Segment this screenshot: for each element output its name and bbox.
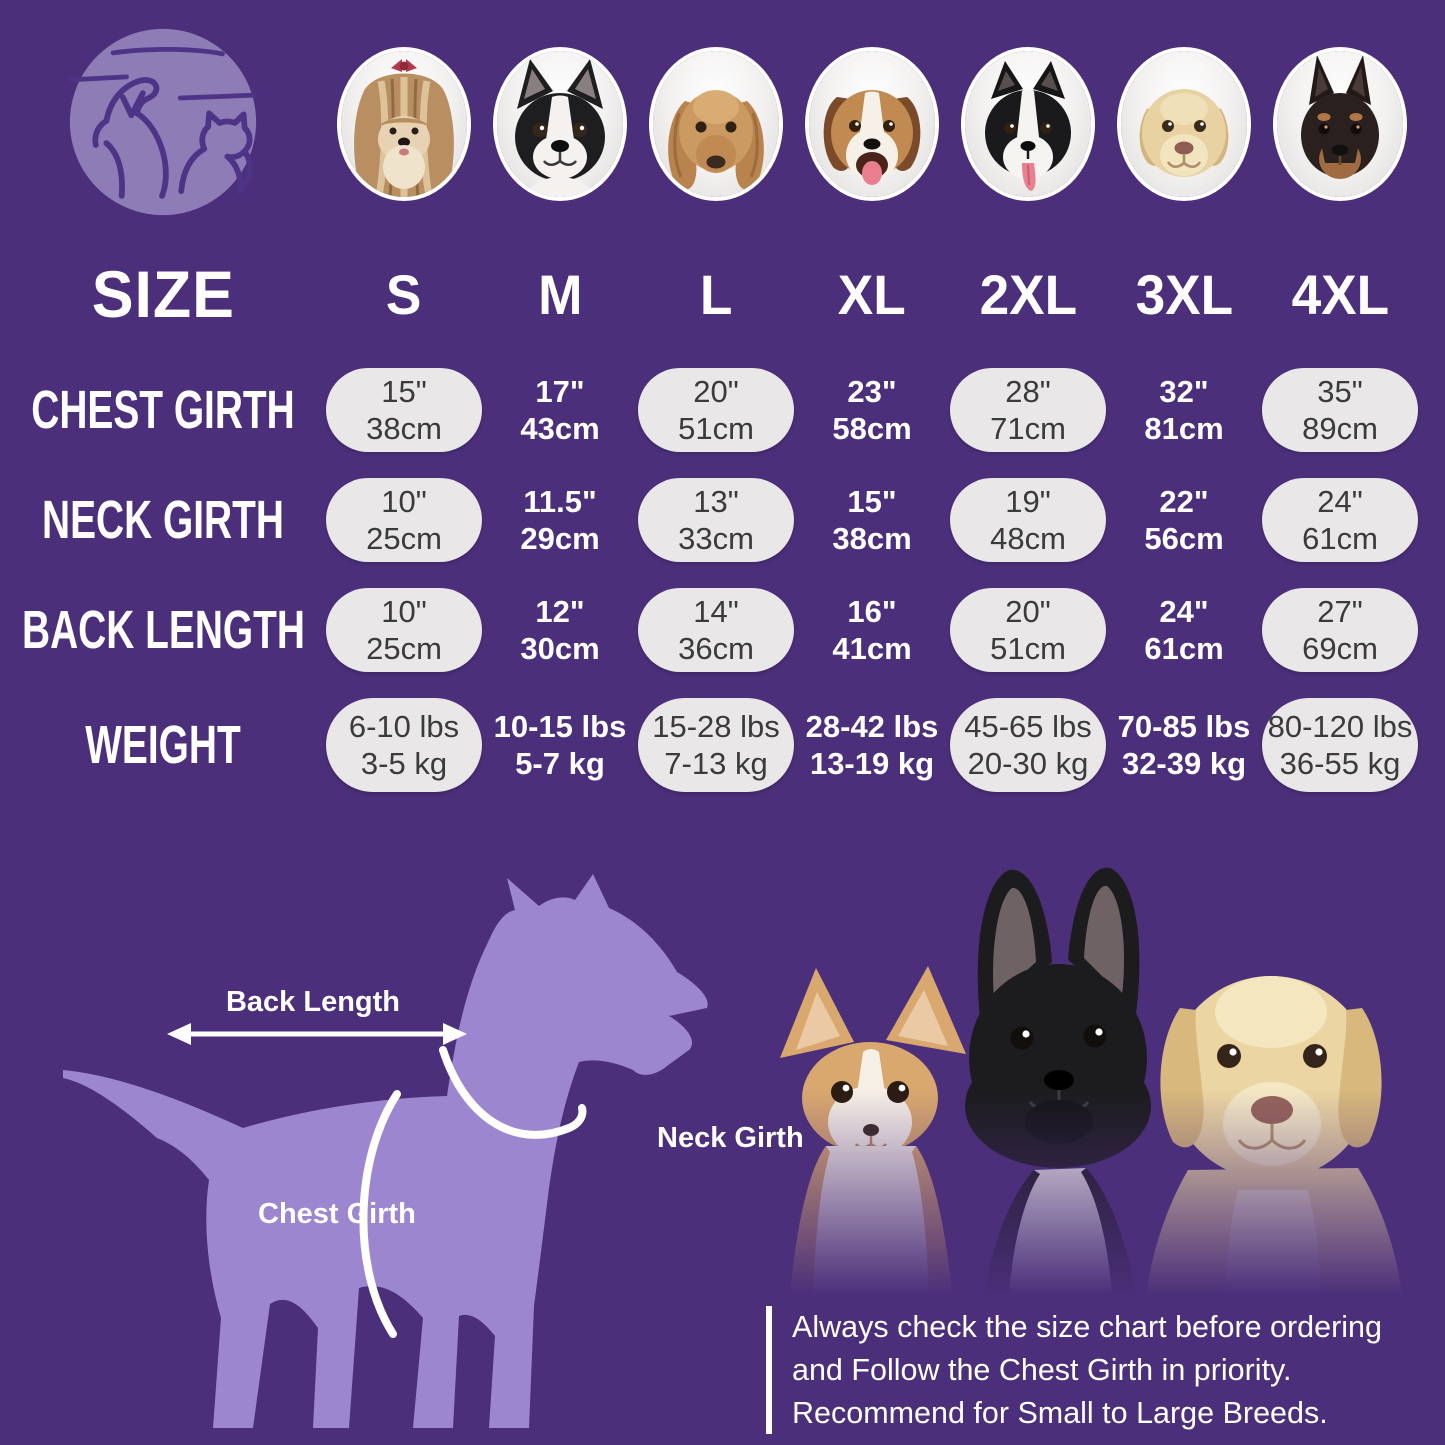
sizing-note: Always check the size chart before order… (766, 1306, 1382, 1435)
value-pill: 35" 89cm (1262, 368, 1418, 452)
value-pill: 19" 48cm (950, 478, 1106, 562)
value-plain: 70-85 lbs 32-39 kg (1117, 709, 1251, 781)
value-pill: 14" 36cm (638, 588, 794, 672)
value-pill: 20" 51cm (638, 368, 794, 452)
table-row-chest-girth: CHEST GIRTH 15" 38cm 17" 43cm 20" 51cm 23" 5… (0, 368, 1418, 452)
row-label: WEIGHT (85, 715, 241, 775)
logo-spacer (0, 48, 326, 200)
value-pill: 15-28 lbs 7-13 kg (638, 698, 794, 792)
size-label-l: L (699, 262, 733, 326)
size-label-2xl: 2XL (979, 262, 1077, 326)
value-plain: 12" 30cm (520, 594, 600, 666)
value-pill: 24" 61cm (1262, 478, 1418, 562)
value-pill: 28" 71cm (950, 368, 1106, 452)
value-pill: 45-65 lbs 20-30 kg (950, 698, 1106, 792)
breed-beagle-photo (809, 51, 935, 197)
value-plain: 10-15 lbs 5-7 kg (493, 709, 627, 781)
value-plain: 11.5" 29cm (520, 484, 600, 556)
value-plain: 22" 56cm (1144, 484, 1224, 556)
value-plain: 16" 41cm (832, 594, 912, 666)
note-line-1: Always check the size chart before order… (792, 1310, 1382, 1344)
chest-girth-label: Chest Girth (258, 1198, 416, 1230)
breed-border-collie-photo (965, 51, 1091, 197)
breed-labrador-photo (1121, 51, 1247, 197)
breed-doberman-photo (1277, 51, 1403, 197)
row-label: CHEST GIRTH (31, 380, 295, 440)
back-length-label: Back Length (225, 986, 401, 1018)
value-pill: 10" 25cm (326, 478, 482, 562)
neck-girth-curve (439, 1046, 587, 1139)
dog-silhouette (63, 874, 708, 1428)
value-plain: 23" 58cm (832, 374, 912, 446)
value-pill: 15" 38cm (326, 368, 482, 452)
neck-girth-label: Neck Girth (657, 1122, 804, 1154)
table-row-back-length: BACK LENGTH 10" 25cm 12" 30cm 14" 36cm 16" 4… (0, 588, 1418, 672)
value-plain: 17" 43cm (520, 374, 600, 446)
value-pill: 20" 51cm (950, 588, 1106, 672)
note-accent-bar (766, 1306, 772, 1434)
note-line-2: and Follow the Chest Girth in priority. (792, 1353, 1292, 1387)
row-label: BACK LENGTH (21, 600, 305, 660)
value-pill: 27" 69cm (1262, 588, 1418, 672)
size-label-s: S (386, 262, 422, 326)
pet-logo-icon (67, 26, 259, 218)
labrador (1146, 976, 1402, 1295)
row-label: NECK GIRTH (42, 490, 284, 550)
table-row-weight: WEIGHT 6-10 lbs 3-5 kg 10-15 lbs 5-7 kg 15… (0, 698, 1418, 792)
size-header-row: SIZE S M L XL 2XL 3XL 4XL (0, 256, 1418, 331)
chest-girth-curve (359, 1090, 401, 1338)
note-line-3: Recommend for Small to Large Breeds. (792, 1396, 1328, 1430)
breed-photo-row (0, 48, 1418, 200)
value-plain: 28-42 lbs 13-19 kg (805, 709, 939, 781)
value-plain: 24" 61cm (1144, 594, 1224, 666)
size-label-m: M (537, 262, 583, 326)
value-plain: 32" 81cm (1144, 374, 1224, 446)
note-text: Always check the size chart before order… (792, 1306, 1382, 1435)
value-pill: 80-120 lbs 36-55 kg (1262, 698, 1418, 792)
value-pill: 10" 25cm (326, 588, 482, 672)
value-pill: 13" 33cm (638, 478, 794, 562)
breed-boston-terrier-photo (497, 51, 623, 197)
dog-trio-photo (718, 840, 1445, 1295)
size-label-4xl: 4XL (1291, 262, 1389, 326)
back-length-arrow (167, 1023, 467, 1045)
measurement-diagram (55, 870, 760, 1445)
chihuahua (780, 966, 966, 1295)
size-title: SIZE (91, 257, 235, 331)
size-label-xl: XL (838, 262, 906, 326)
breed-cocker-spaniel-photo (653, 51, 779, 197)
value-plain: 15" 38cm (832, 484, 912, 556)
size-label-3xl: 3XL (1135, 262, 1233, 326)
table-row-neck-girth: NECK GIRTH 10" 25cm 11.5" 29cm 13" 33cm 15"… (0, 478, 1418, 562)
french-bulldog (965, 867, 1151, 1295)
value-pill: 6-10 lbs 3-5 kg (326, 698, 482, 792)
breed-shih-tzu-photo (341, 51, 467, 197)
